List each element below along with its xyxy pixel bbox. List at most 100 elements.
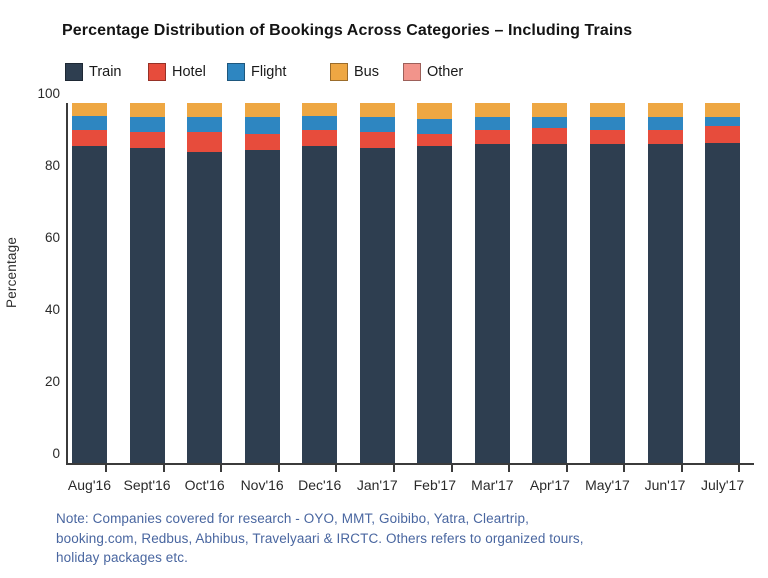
bar-segment-bus (72, 103, 107, 116)
bar-segment-flight (474, 117, 510, 131)
legend-swatch-bus (330, 63, 348, 81)
bar-segment-hotel (359, 131, 395, 148)
y-tick-label-60: 60 (44, 229, 60, 245)
bar-segment-hotel (187, 131, 223, 152)
x-tick-mark (565, 463, 568, 472)
x-tick-label-feb17: Feb'17 (413, 477, 456, 493)
x-tick-label-nov16: Nov'16 (240, 477, 284, 493)
legend-swatch-flight (227, 63, 245, 81)
x-tick-label-jan17: Jan'17 (356, 477, 398, 493)
x-tick-label-may17: May'17 (585, 477, 630, 493)
bar-column-oct16 (187, 103, 223, 463)
bar-segment-hotel (417, 133, 453, 147)
bar-segment-flight (589, 117, 625, 131)
legend-label: Other (427, 64, 464, 80)
y-tick-label-20: 20 (44, 373, 60, 389)
bar-segment-flight (72, 115, 107, 131)
legend-label: Hotel (172, 64, 206, 80)
bar-column-dec16 (302, 103, 338, 463)
bar-segment-flight (359, 117, 395, 132)
footnote-line: holiday packages etc. (56, 550, 188, 565)
bar-column-feb17 (417, 103, 453, 463)
legend-item-hotel: Hotel (148, 63, 206, 81)
x-tick-mark (508, 463, 511, 472)
y-tick-label-0: 0 (52, 445, 60, 461)
x-tick-label-aug16: Aug'16 (67, 477, 112, 493)
footnote-line: booking.com, Redbus, Abhibus, Travelyaar… (56, 530, 584, 546)
x-tick-label-oct16: Oct'16 (184, 477, 225, 493)
bar-segment-bus (417, 103, 453, 120)
bar-segment-train (359, 148, 395, 463)
y-tick-label-80: 80 (44, 157, 60, 173)
bar-segment-train (589, 144, 625, 463)
legend-swatch-hotel (148, 63, 166, 81)
x-tick-mark (277, 463, 280, 472)
footnote-line: Note: Companies covered for research - O… (56, 511, 529, 526)
bar-segment-train (302, 146, 338, 463)
x-tick-mark (393, 463, 396, 472)
bar-segment-bus (705, 103, 741, 118)
legend-swatch-train (65, 63, 83, 81)
bar-segment-train (647, 144, 683, 463)
bar-segment-flight (647, 117, 683, 131)
x-tick-mark (738, 463, 741, 472)
bar-segment-flight (532, 117, 568, 129)
bar-segment-train (417, 146, 453, 463)
x-tick-label-july17: July'17 (700, 477, 745, 493)
bar-segment-bus (359, 103, 395, 118)
bar-segment-hotel (72, 130, 107, 147)
bar-column-aug16 (72, 103, 107, 463)
bar-column-jan17 (359, 103, 395, 463)
bar-segment-bus (187, 103, 223, 118)
bar-column-mar17 (474, 103, 510, 463)
bar-segment-flight (302, 115, 338, 131)
x-tick-label-apr17: Apr'17 (529, 477, 570, 493)
bar-segment-train (244, 149, 280, 463)
bar-segment-train (129, 148, 165, 463)
bar-column-jun17 (647, 103, 683, 463)
bar-segment-hotel (532, 128, 568, 145)
bar-segment-flight (244, 117, 280, 134)
bar-segment-hotel (244, 133, 280, 150)
legend-swatch-other (403, 63, 421, 81)
legend-label: Train (89, 64, 122, 80)
bar-segment-hotel (589, 130, 625, 145)
bar-segment-hotel (474, 130, 510, 145)
x-tick-mark (623, 463, 626, 472)
bar-segment-bus (129, 103, 165, 118)
x-tick-label-jun17: Jun'17 (644, 477, 686, 493)
bar-segment-train (532, 144, 568, 463)
x-tick-mark (335, 463, 338, 472)
bar-column-sept16 (129, 103, 165, 463)
bar-column-apr17 (532, 103, 568, 463)
y-axis-line (66, 103, 68, 465)
y-tick-label-100: 100 (37, 85, 60, 101)
bar-column-may17 (589, 103, 625, 463)
y-tick-label-40: 40 (44, 301, 60, 317)
bar-segment-bus (589, 103, 625, 118)
bar-segment-train (187, 151, 223, 463)
bar-segment-flight (129, 117, 165, 132)
chart-title: Percentage Distribution of Bookings Acro… (62, 22, 633, 39)
bar-segment-hotel (705, 126, 741, 143)
footnote: Note: Companies covered for research - O… (56, 509, 584, 568)
x-tick-mark (162, 463, 165, 472)
bar-segment-train (72, 146, 107, 463)
legend-item-train: Train (65, 63, 122, 81)
legend-item-bus: Bus (330, 63, 379, 81)
bar-segment-bus (647, 103, 683, 118)
legend-item-other: Other (403, 63, 463, 81)
bar-segment-flight (417, 119, 453, 134)
bar-segment-bus (302, 103, 338, 116)
x-tick-label-sept16: Sept'16 (123, 477, 171, 493)
bar-segment-bus (532, 103, 568, 118)
x-tick-label-dec16: Dec'16 (298, 477, 342, 493)
x-tick-mark (450, 463, 453, 472)
bar-segment-hotel (647, 130, 683, 145)
legend-item-flight: Flight (227, 63, 286, 81)
bar-column-nov16 (244, 103, 280, 463)
x-tick-mark (220, 463, 223, 472)
x-tick-mark (680, 463, 683, 472)
bar-segment-flight (705, 117, 741, 127)
